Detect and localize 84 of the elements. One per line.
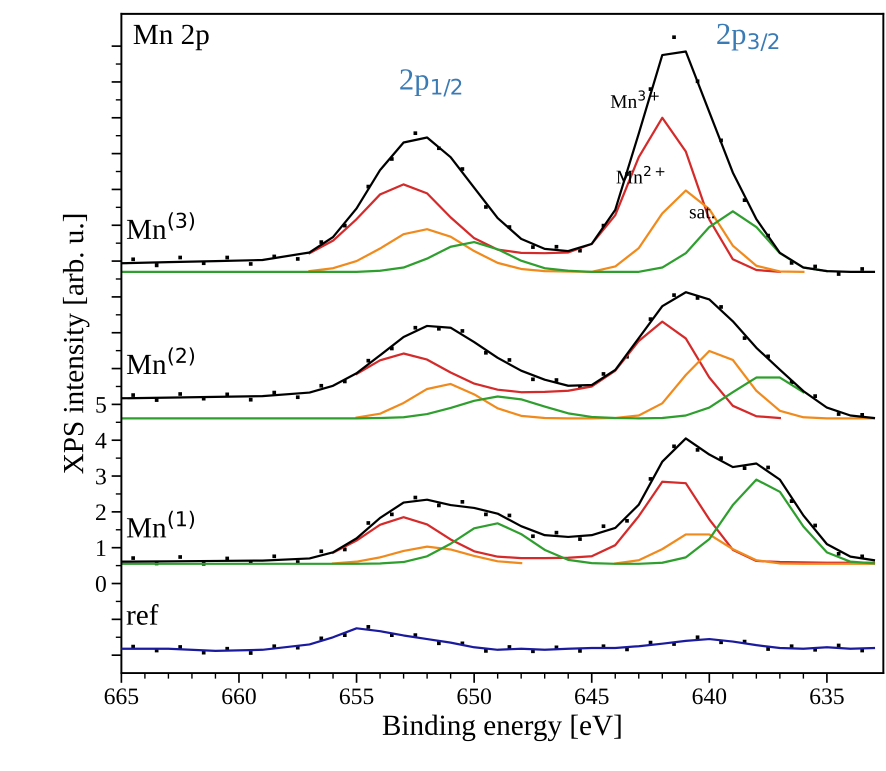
point bbox=[719, 305, 723, 309]
x-tick-label: 650 bbox=[457, 688, 491, 704]
x-tick-label: 665 bbox=[104, 688, 138, 704]
point bbox=[366, 625, 370, 629]
point bbox=[602, 524, 606, 528]
point bbox=[813, 264, 817, 268]
point bbox=[836, 272, 840, 276]
point bbox=[414, 131, 418, 136]
x-axis-title: Binding energy [eV] bbox=[382, 714, 621, 742]
y-tick-label: 2 bbox=[96, 504, 106, 520]
point bbox=[342, 548, 347, 552]
point bbox=[602, 372, 606, 376]
point bbox=[860, 267, 864, 271]
point bbox=[484, 512, 488, 516]
point bbox=[672, 35, 676, 39]
point bbox=[813, 524, 817, 528]
point bbox=[696, 448, 700, 452]
point bbox=[178, 392, 182, 396]
point bbox=[154, 264, 158, 268]
series-label: ref bbox=[126, 604, 158, 625]
line-series bbox=[121, 376, 804, 420]
point bbox=[178, 256, 182, 260]
point bbox=[531, 377, 535, 382]
x-tick-label: 635 bbox=[810, 688, 844, 704]
point bbox=[131, 556, 135, 560]
point bbox=[390, 512, 394, 516]
point bbox=[272, 554, 276, 558]
y-tick-label: 3 bbox=[96, 468, 106, 484]
point bbox=[554, 530, 558, 534]
annotation: Mn 2p bbox=[134, 24, 209, 50]
point bbox=[554, 378, 558, 382]
line-series bbox=[355, 320, 781, 420]
point bbox=[178, 555, 182, 559]
point bbox=[531, 245, 535, 249]
point bbox=[531, 534, 535, 538]
point bbox=[272, 390, 276, 394]
y-axis-title: XPS intensity [arb. u.] bbox=[62, 214, 90, 474]
point bbox=[414, 496, 418, 500]
line-series bbox=[121, 478, 876, 565]
point bbox=[248, 398, 253, 402]
point bbox=[766, 466, 770, 470]
x-tick-label: 640 bbox=[692, 688, 726, 704]
line-series bbox=[332, 480, 876, 564]
point bbox=[437, 504, 441, 508]
line-series bbox=[308, 116, 781, 273]
point bbox=[131, 257, 135, 262]
series-label: Mn$^{(3)}$ bbox=[126, 212, 194, 239]
point bbox=[296, 257, 300, 261]
point bbox=[225, 256, 230, 260]
annotation: 2p$_{1/2}$ bbox=[400, 69, 462, 97]
point bbox=[696, 296, 700, 300]
y-tick-label: 0 bbox=[96, 576, 106, 592]
point bbox=[672, 444, 676, 448]
point bbox=[508, 514, 512, 518]
y-tick-label: 5 bbox=[96, 397, 106, 413]
point bbox=[248, 651, 253, 655]
point bbox=[742, 466, 746, 470]
annotation: 2p$_{3/2}$ bbox=[717, 24, 778, 51]
point bbox=[672, 293, 676, 297]
point bbox=[460, 500, 464, 504]
x-tick-label: 645 bbox=[575, 688, 609, 704]
y-tick-label: 4 bbox=[95, 432, 106, 448]
point bbox=[625, 518, 629, 523]
x-tick-label: 660 bbox=[222, 688, 256, 704]
point bbox=[319, 384, 324, 388]
series-label: Mn$^{(1)}$ bbox=[126, 510, 194, 538]
point bbox=[578, 537, 582, 541]
point bbox=[131, 393, 135, 397]
point bbox=[319, 549, 324, 554]
line-series bbox=[355, 350, 876, 420]
point bbox=[460, 329, 464, 333]
point bbox=[554, 244, 558, 249]
x-tick-label: 655 bbox=[340, 688, 374, 704]
point bbox=[414, 326, 418, 330]
point bbox=[484, 205, 488, 209]
point bbox=[508, 358, 512, 362]
line-series bbox=[308, 189, 804, 273]
y-tick-label: 1 bbox=[97, 540, 106, 556]
line-series bbox=[121, 627, 876, 652]
point bbox=[366, 521, 370, 525]
point bbox=[296, 395, 300, 400]
series-label: Mn$^{(2)}$ bbox=[126, 347, 194, 374]
point bbox=[248, 262, 253, 266]
point bbox=[696, 635, 700, 640]
